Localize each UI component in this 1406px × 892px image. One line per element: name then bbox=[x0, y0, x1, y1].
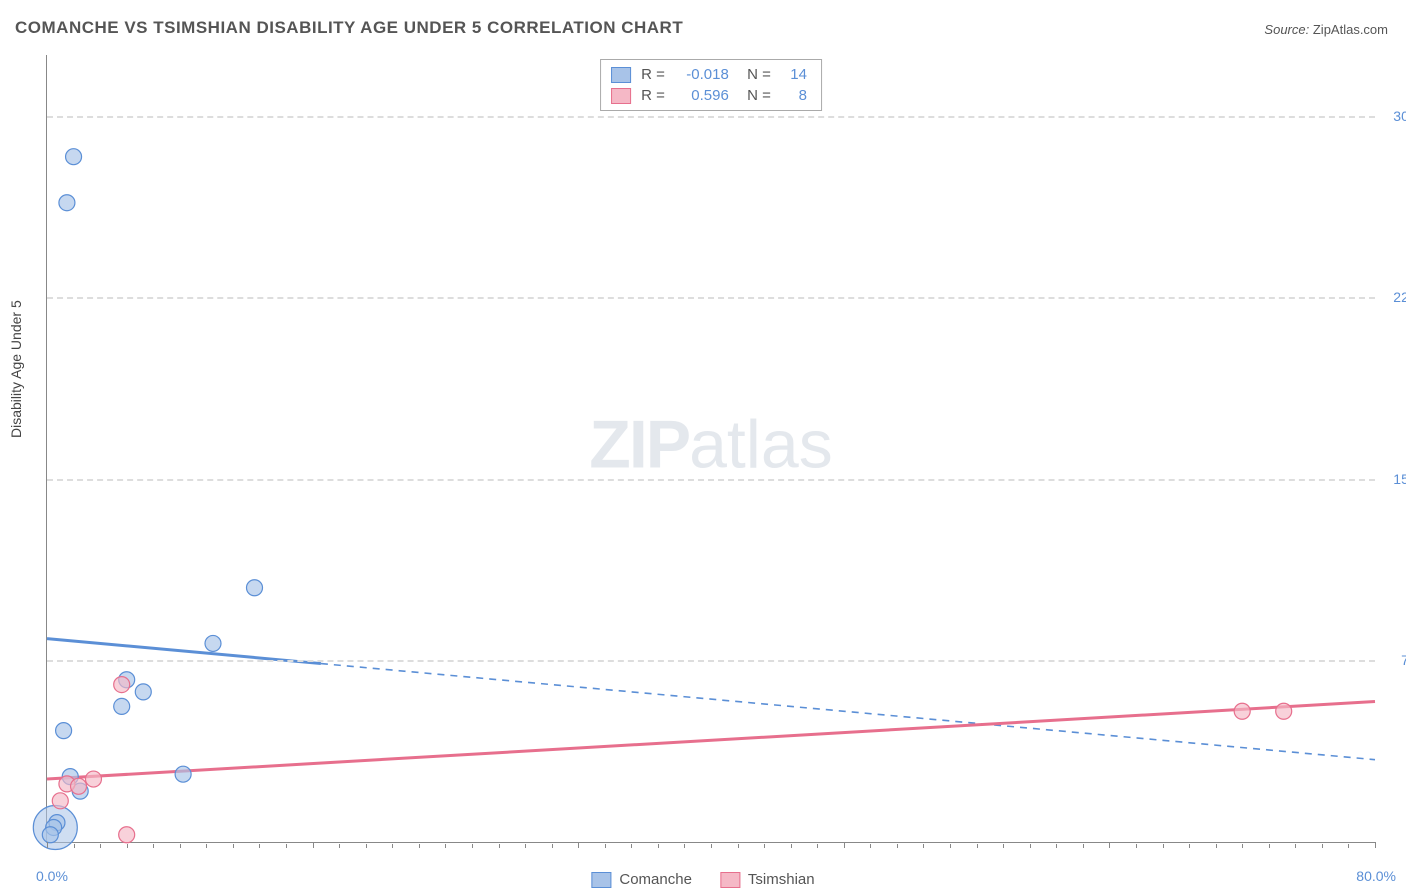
legend-item-tsimshian: Tsimshian bbox=[720, 871, 815, 888]
x-tick-minor bbox=[366, 844, 367, 848]
legend-swatch-tsimshian bbox=[720, 872, 740, 888]
y-tick-label: 22.5% bbox=[1381, 289, 1406, 305]
x-tick-minor bbox=[74, 844, 75, 848]
data-point-tsimshian bbox=[71, 778, 87, 794]
legend-label-comanche: Comanche bbox=[619, 871, 692, 888]
data-point-tsimshian bbox=[114, 677, 130, 693]
x-tick-minor bbox=[525, 844, 526, 848]
x-tick-minor bbox=[977, 844, 978, 848]
x-tick-minor bbox=[1030, 844, 1031, 848]
x-tick-minor bbox=[605, 844, 606, 848]
source-label: Source: bbox=[1264, 22, 1309, 37]
source-credit: Source: ZipAtlas.com bbox=[1264, 22, 1388, 37]
x-tick-minor bbox=[392, 844, 393, 848]
x-tick-minor bbox=[1269, 844, 1270, 848]
x-tick-minor bbox=[738, 844, 739, 848]
data-point-tsimshian bbox=[1234, 703, 1250, 719]
y-tick-label: 30.0% bbox=[1381, 108, 1406, 124]
legend-item-comanche: Comanche bbox=[591, 871, 692, 888]
chart-svg bbox=[47, 55, 1375, 842]
data-point-comanche bbox=[42, 827, 58, 843]
source-name: ZipAtlas.com bbox=[1313, 22, 1388, 37]
legend-swatch-comanche bbox=[591, 872, 611, 888]
grid-line bbox=[47, 297, 1375, 299]
x-tick-minor bbox=[1056, 844, 1057, 848]
x-tick-minor bbox=[1163, 844, 1164, 848]
grid-line bbox=[47, 116, 1375, 118]
plot-area: ZIPatlas R =-0.018 N =14R =0.596 N =8 7.… bbox=[46, 55, 1375, 843]
x-tick-minor bbox=[339, 844, 340, 848]
x-tick-minor bbox=[1003, 844, 1004, 848]
x-axis-max-label: 80.0% bbox=[1356, 868, 1396, 884]
x-tick-minor bbox=[631, 844, 632, 848]
x-tick-minor bbox=[1375, 844, 1376, 848]
x-tick-minor bbox=[1348, 844, 1349, 848]
x-tick-minor bbox=[1136, 844, 1137, 848]
x-tick-minor bbox=[313, 844, 314, 848]
x-tick-minor bbox=[817, 844, 818, 848]
y-tick-label: 7.5% bbox=[1381, 652, 1406, 668]
x-tick-minor bbox=[791, 844, 792, 848]
data-point-comanche bbox=[66, 149, 82, 165]
legend-label-tsimshian: Tsimshian bbox=[748, 871, 815, 888]
data-point-tsimshian bbox=[119, 827, 135, 843]
data-point-comanche bbox=[205, 635, 221, 651]
x-tick-minor bbox=[286, 844, 287, 848]
x-tick-minor bbox=[259, 844, 260, 848]
grid-line bbox=[47, 660, 1375, 662]
x-axis-min-label: 0.0% bbox=[36, 868, 68, 884]
x-tick-minor bbox=[1109, 844, 1110, 848]
x-tick-minor bbox=[711, 844, 712, 848]
x-tick-minor bbox=[499, 844, 500, 848]
data-point-comanche bbox=[114, 698, 130, 714]
x-tick-minor bbox=[1322, 844, 1323, 848]
x-tick-minor bbox=[950, 844, 951, 848]
data-point-comanche bbox=[247, 580, 263, 596]
x-tick-minor bbox=[153, 844, 154, 848]
x-tick-minor bbox=[127, 844, 128, 848]
x-tick-minor bbox=[100, 844, 101, 848]
data-point-comanche bbox=[135, 684, 151, 700]
x-tick-minor bbox=[897, 844, 898, 848]
x-tick-minor bbox=[552, 844, 553, 848]
x-tick-minor bbox=[1295, 844, 1296, 848]
x-tick-minor bbox=[1083, 844, 1084, 848]
data-point-tsimshian bbox=[52, 793, 68, 809]
x-tick-minor bbox=[870, 844, 871, 848]
chart-wrapper: COMANCHE VS TSIMSHIAN DISABILITY AGE UND… bbox=[0, 0, 1406, 892]
trend-line-tsimshian bbox=[47, 702, 1375, 779]
x-tick-minor bbox=[419, 844, 420, 848]
data-point-comanche bbox=[56, 723, 72, 739]
x-tick-minor bbox=[1242, 844, 1243, 848]
legend-series: Comanche Tsimshian bbox=[591, 871, 814, 888]
grid-line bbox=[47, 479, 1375, 481]
x-tick-minor bbox=[472, 844, 473, 848]
data-point-tsimshian bbox=[1276, 703, 1292, 719]
x-tick-minor bbox=[233, 844, 234, 848]
x-tick-minor bbox=[764, 844, 765, 848]
x-tick-minor bbox=[1216, 844, 1217, 848]
y-tick-label: 15.0% bbox=[1381, 471, 1406, 487]
data-point-comanche bbox=[59, 195, 75, 211]
x-tick-minor bbox=[684, 844, 685, 848]
x-tick-minor bbox=[206, 844, 207, 848]
x-tick-minor bbox=[578, 844, 579, 848]
x-tick-minor bbox=[658, 844, 659, 848]
y-axis-title: Disability Age Under 5 bbox=[8, 300, 24, 438]
x-tick-minor bbox=[1189, 844, 1190, 848]
data-point-comanche bbox=[175, 766, 191, 782]
x-tick-minor bbox=[844, 844, 845, 848]
x-tick-minor bbox=[445, 844, 446, 848]
data-point-tsimshian bbox=[85, 771, 101, 787]
x-tick-minor bbox=[47, 844, 48, 848]
chart-title: COMANCHE VS TSIMSHIAN DISABILITY AGE UND… bbox=[15, 18, 683, 38]
x-tick-minor bbox=[923, 844, 924, 848]
x-tick-minor bbox=[180, 844, 181, 848]
